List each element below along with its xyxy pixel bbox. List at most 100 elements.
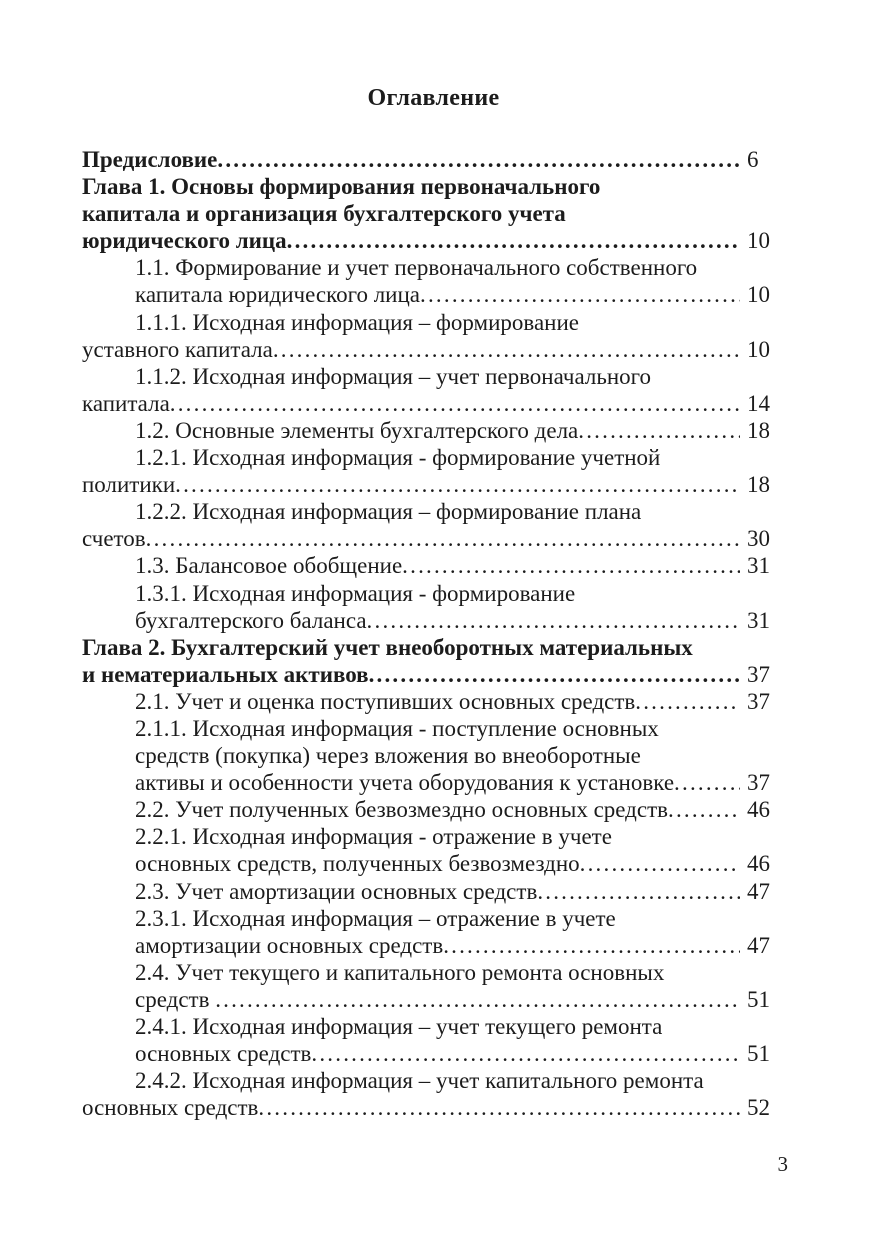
dot-leader: ........................................… [258, 1095, 740, 1121]
toc-entry-text: амортизации основных средств [135, 932, 444, 958]
toc-line: основных средств .......................… [82, 1094, 785, 1121]
toc-entry-text: 1.3.1. Исходная информация - формировани… [135, 580, 576, 606]
toc-entry-text: Предисловие [82, 147, 218, 172]
toc-entry-page-number: 52 [747, 1095, 770, 1121]
toc-entry-page-number: 18 [747, 472, 770, 498]
toc-line: Глава 2. Бухгалтерский учет внеоборотных… [82, 634, 785, 661]
toc-entry-page-number: 6 [747, 147, 759, 172]
dot-leader: ........................................… [366, 607, 740, 633]
toc-entry-text: 1.2. Основные элементы бухгалтерского де… [135, 417, 579, 443]
dot-leader: ........................................… [402, 553, 740, 579]
toc-line: 2.3. Учет амортизации основных средств .… [82, 878, 785, 905]
dot-leader: ........................................… [578, 417, 740, 443]
toc-line: 1.3.1. Исходная информация - формировани… [82, 580, 785, 607]
dot-leader: ........................................… [272, 336, 740, 362]
toc-entry-page-number: 31 [747, 607, 770, 633]
toc-line: амортизации основных средств ...........… [82, 932, 785, 959]
toc-line: капитала юридического лица .............… [82, 281, 785, 308]
toc-entry-page-number: 47 [747, 878, 770, 904]
toc-line: 1.1.1. Исходная информация – формировани… [82, 309, 785, 336]
toc-entry-text: 1.1.1. Исходная информация – формировани… [135, 309, 580, 335]
toc-line: 2.4. Учет текущего и капитального ремонт… [82, 959, 785, 986]
toc-entry-text: уставного капитала [82, 336, 273, 362]
toc-entry-text: активы и особенности учета оборудования … [135, 770, 675, 796]
toc-line: бухгалтерского баланса .................… [82, 607, 785, 634]
toc-entry-text: и нематериальных активов [82, 661, 369, 687]
toc-line: 2.2.1. Исходная информация - отражение в… [82, 823, 785, 850]
toc-entry-page-number: 18 [747, 417, 770, 443]
toc-line: капитала ...............................… [82, 390, 785, 417]
toc-entry-page-number: 37 [747, 770, 770, 796]
toc-line: 1.3. Балансовое обобщение ..............… [82, 552, 785, 579]
toc-entry-text: капитала [82, 390, 170, 416]
toc-entry-text: 2.2.1. Исходная информация - отражение в… [135, 824, 612, 850]
toc-line: 1.2.1. Исходная информация - формировани… [82, 444, 785, 471]
toc-entry-text: средств (покупка) через вложения во внео… [135, 743, 641, 769]
toc-line: 2.2. Учет полученных безвозмездно основн… [82, 796, 785, 823]
toc-line: 2.1. Учет и оценка поступивших основных … [82, 688, 785, 715]
toc-entry-text: Глава 1. Основы формирования первоначаль… [82, 174, 601, 200]
toc-entry-text: основных средств [82, 1095, 259, 1121]
toc-line: 1.1.2. Исходная информация – учет первон… [82, 363, 785, 390]
toc-entry-text: политики [82, 472, 176, 498]
toc-entry-text: 1.1. Формирование и учет первоначального… [135, 255, 698, 281]
toc-line: уставного капитала .....................… [82, 336, 785, 363]
toc-entry-text: Глава 2. Бухгалтерский учет внеоборотных… [82, 634, 693, 660]
toc-line: Глава 1. Основы формирования первоначаль… [82, 173, 785, 200]
toc-line: 1.2. Основные элементы бухгалтерского де… [82, 417, 785, 444]
toc-entry-text: основных средств [135, 1041, 312, 1067]
toc-entry-text: капитала и организация бухгалтерского уч… [82, 201, 566, 227]
toc-line: 2.1.1. Исходная информация - поступление… [82, 715, 785, 742]
toc-entry-text: 1.2.2. Исходная информация – формировани… [135, 499, 642, 525]
toc-entry-text: 1.1.2. Исходная информация – учет первон… [135, 363, 652, 389]
toc-line: активы и особенности учета оборудования … [82, 769, 785, 796]
toc-line: политики ...............................… [82, 471, 785, 498]
dot-leader: ........................................… [368, 661, 740, 687]
toc-entry-text: юридического лица [82, 228, 287, 254]
dot-leader: ........................................… [286, 228, 740, 254]
toc-entry-page-number: 10 [747, 228, 770, 254]
toc-entry-text: бухгалтерского баланса [135, 607, 367, 633]
dot-leader: ........................................… [674, 770, 740, 796]
page-number: 3 [777, 1152, 789, 1176]
toc-entry-page-number: 10 [747, 282, 770, 308]
toc-entry-page-number: 47 [747, 932, 770, 958]
toc-line: 2.4.1. Исходная информация – учет текуще… [82, 1013, 785, 1040]
toc-entry-text: 1.3. Балансовое обобщение [135, 553, 403, 579]
dot-leader: ........................................… [420, 282, 740, 308]
toc-entry-page-number: 46 [747, 851, 770, 877]
toc-line: капитала и организация бухгалтерского уч… [82, 200, 785, 227]
toc-entry-text: 1.2.1. Исходная информация - формировани… [135, 445, 661, 471]
dot-leader: ........................................… [311, 1041, 740, 1067]
dot-leader: ........................................… [217, 147, 740, 172]
toc-entry-text: капитала юридического лица [135, 282, 421, 308]
dot-leader: ........................................… [668, 797, 740, 823]
toc-entry-text: 2.4.1. Исходная информация – учет текуще… [135, 1014, 663, 1039]
toc-entry-text: 2.4. Учет текущего и капитального ремонт… [135, 959, 665, 985]
toc-entry-text: основных средств, полученных безвозмездн… [135, 851, 580, 877]
toc-line: 1.2.2. Исходная информация – формировани… [82, 498, 785, 525]
toc-entry-text: 2.2. Учет полученных безвозмездно основн… [135, 797, 668, 823]
toc-entry-text: 2.4.2. Исходная информация – учет капита… [135, 1068, 704, 1094]
toc-entry-text: 2.3.1. Исходная информация – отражение в… [135, 905, 616, 931]
toc-entry-text: 2.3. Учет амортизации основных средств [135, 878, 538, 904]
toc-entry-page-number: 37 [747, 688, 770, 714]
table-of-contents: Предисловие ............................… [82, 146, 785, 1121]
toc-line: и нематериальных активов ...............… [82, 661, 785, 688]
toc-line: средств ................................… [82, 986, 785, 1013]
toc-line: 2.4.2. Исходная информация – учет капита… [82, 1067, 785, 1094]
dot-leader: ........................................… [175, 472, 740, 498]
toc-entry-text: счетов [82, 526, 146, 552]
toc-entry-page-number: 46 [747, 797, 770, 823]
toc-entry-page-number: 14 [747, 390, 770, 416]
toc-line: юридического лица ......................… [82, 227, 785, 254]
toc-line: Предисловие ............................… [82, 146, 785, 173]
toc-line: 2.3.1. Исходная информация – отражение в… [82, 905, 785, 932]
toc-entry-page-number: 31 [747, 553, 770, 579]
toc-entry-text: средств [135, 986, 216, 1012]
dot-leader: ........................................… [215, 986, 740, 1012]
dot-leader: ........................................… [537, 878, 740, 904]
dot-leader: ........................................… [169, 390, 740, 416]
toc-line: основных средств, полученных безвозмездн… [82, 850, 785, 877]
